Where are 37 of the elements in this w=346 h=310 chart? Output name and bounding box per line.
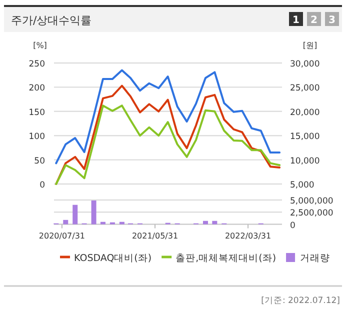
bar [212, 220, 218, 224]
y-tick-label: 100 [28, 132, 45, 142]
chart-title: 주가/상대수익률 [11, 14, 92, 27]
bar [63, 220, 68, 224]
legend-label: 거래량 [300, 253, 330, 264]
y2-tick-label: 5,000,000 [290, 196, 334, 206]
x-tick-label: 2020/07/31 [38, 231, 86, 240]
y-axis-title: [%] [33, 41, 47, 50]
x-tick-label: 2021/05/31 [132, 231, 178, 240]
y-tick-label: 50 [34, 156, 45, 166]
y2-axis-title: [원] [302, 41, 318, 50]
line-series [55, 69, 281, 164]
line-series [55, 104, 281, 185]
bar [91, 200, 96, 224]
y-tick-label: 150 [28, 108, 45, 118]
bar [100, 222, 106, 224]
x-tick-label: 2022/03/31 [224, 231, 272, 240]
bar [72, 204, 78, 224]
y2-tick-label: 25,000 [290, 84, 320, 94]
y2-tick-label: 20,000 [290, 108, 320, 118]
y-tick-label: 0 [40, 180, 45, 190]
legend-label: KOSDAQ대비(좌) [74, 253, 152, 264]
bar [202, 220, 208, 224]
y2-tick-label: 5,000 [290, 180, 314, 190]
y2-tick-label: 0 [290, 220, 296, 231]
text: 3 [328, 15, 336, 26]
text: 1 [292, 15, 300, 26]
y2-tick-label: 2,500,000 [290, 208, 334, 219]
y2-tick-label: 15,000 [290, 132, 320, 142]
bar [119, 222, 124, 224]
text: [기준: 2022.07.12] [261, 296, 340, 306]
legend-label: 출판,매체복제대비(좌) [176, 253, 276, 264]
y2-tick-label: 30,000 [290, 60, 320, 70]
y-tick-label: 250 [28, 60, 45, 70]
text: 2 [310, 15, 318, 26]
y2-tick-label: 10,000 [290, 156, 320, 166]
y-tick-label: 200 [28, 84, 45, 94]
